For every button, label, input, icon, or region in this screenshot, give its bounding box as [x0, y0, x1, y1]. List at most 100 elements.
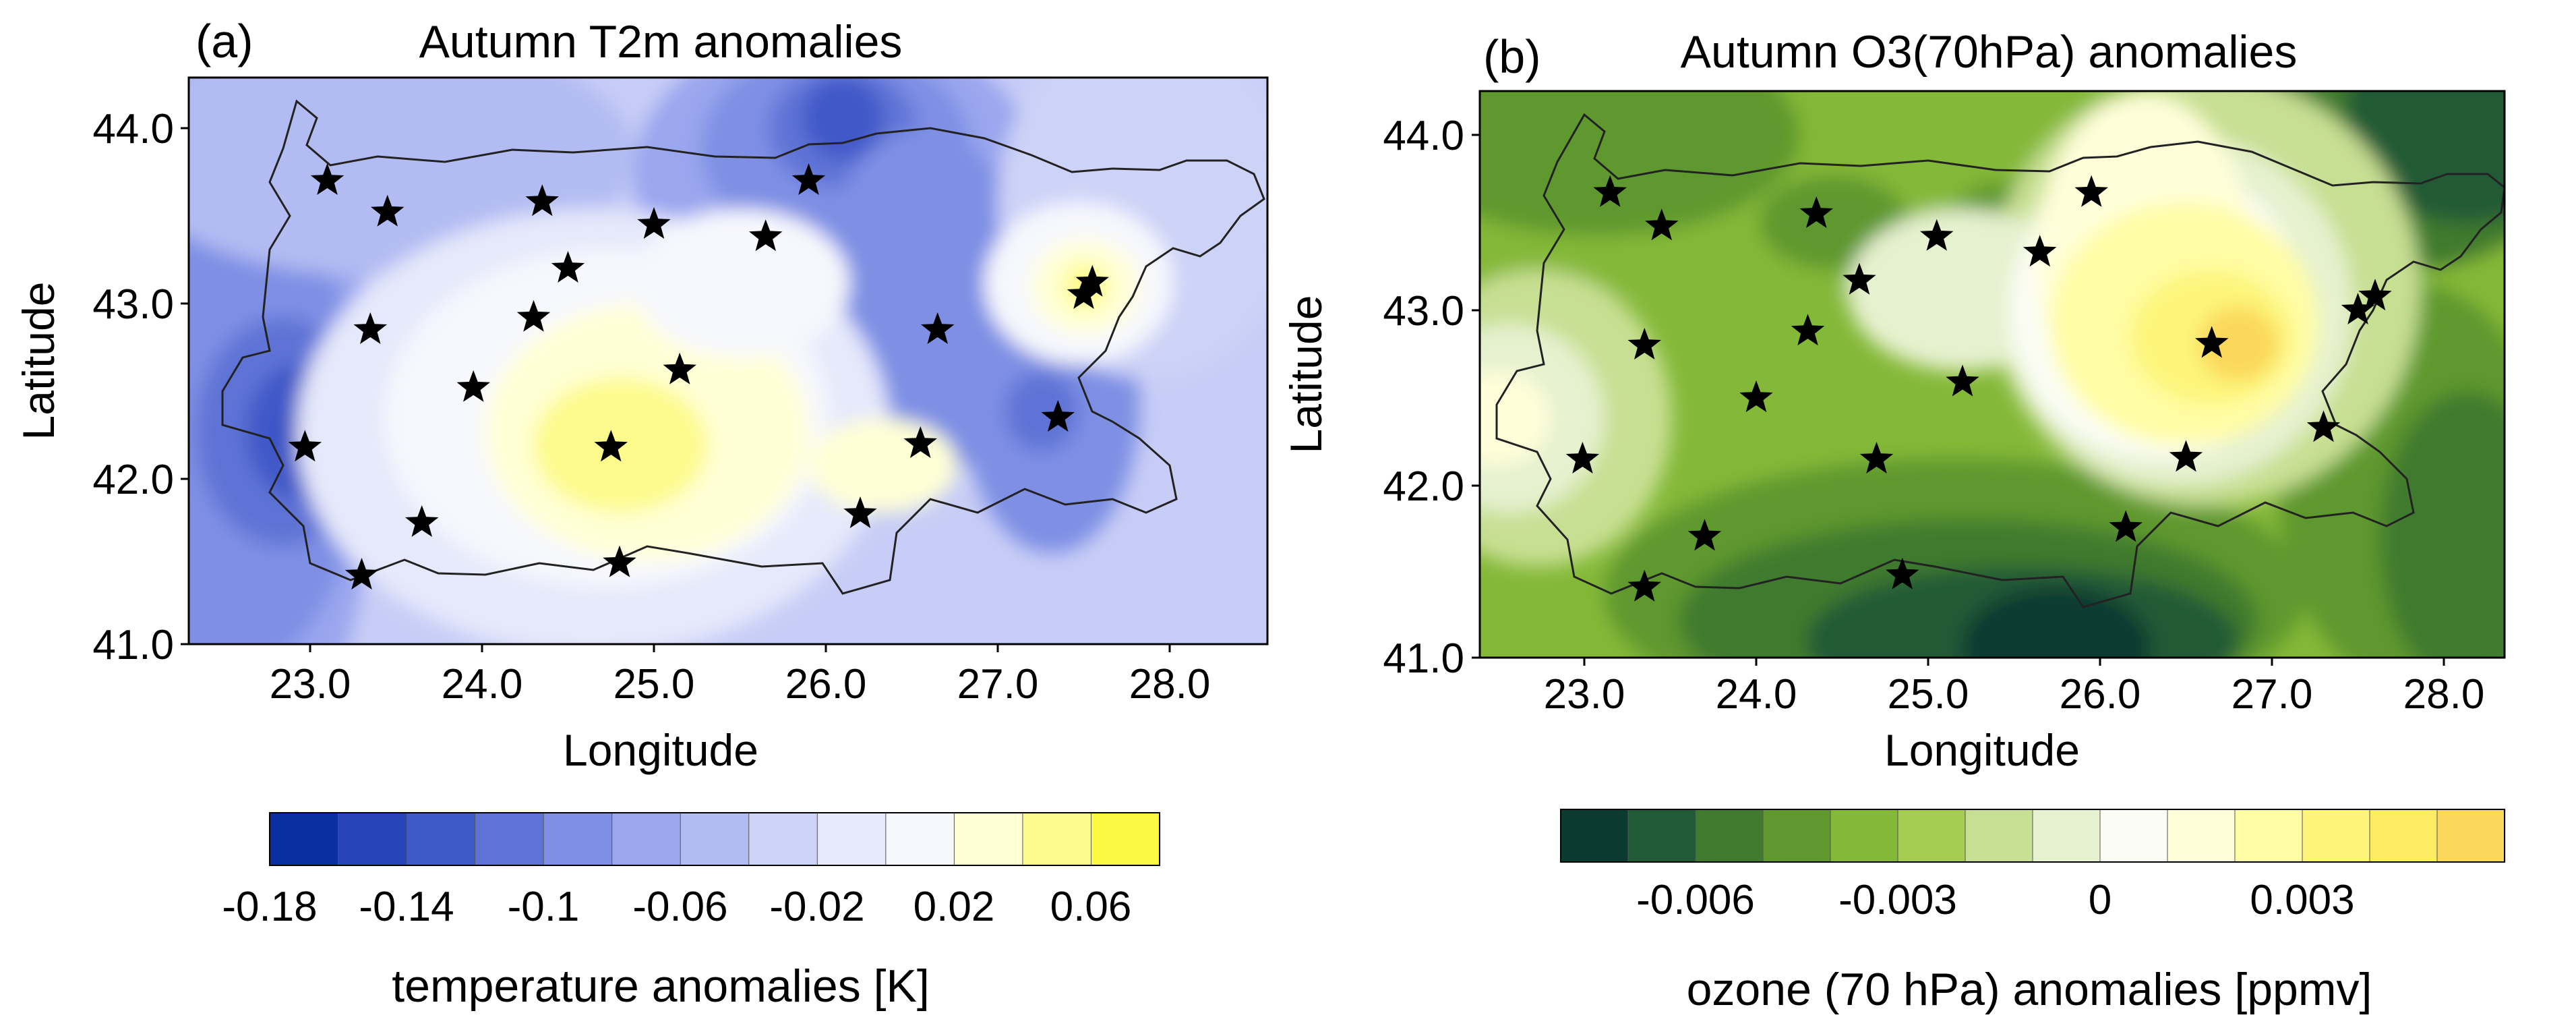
panel-a-title: Autumn T2m anomalies [419, 16, 903, 67]
y-axis-a: 44.0 43.0 42.0 41.0 Latitude [13, 106, 189, 668]
x-tick-28: 28.0 [1129, 661, 1211, 708]
station-star [1627, 569, 1661, 602]
station-star [345, 558, 379, 590]
colorbar-swatch [1762, 809, 1832, 863]
colorbar-swatch [953, 812, 1024, 866]
x-tick-28-b: 28.0 [2403, 671, 2485, 718]
station-star [1041, 400, 1075, 432]
station-star [1627, 328, 1661, 360]
colorbar-swatch [2302, 809, 2371, 863]
station-star [637, 207, 671, 239]
station-star [2023, 235, 2057, 267]
colorbar-b-tick-0: -0.006 [1636, 877, 1755, 923]
stations-a [288, 163, 1109, 590]
station-star [1920, 219, 1954, 251]
x-tick-25: 25.0 [613, 661, 695, 708]
station-star [663, 352, 696, 384]
colorbar-swatch [475, 812, 545, 866]
colorbar-swatch [1897, 809, 1967, 863]
colorbar-swatch [269, 812, 339, 866]
station-star [1791, 314, 1825, 346]
station-star [1859, 442, 1894, 473]
colorbar-swatch [1090, 812, 1161, 866]
station-star [2169, 440, 2203, 472]
colorbar-a-tick-5: 0.02 [913, 884, 995, 930]
panel-b-title: Autumn O3(70hPa) anomalies [1681, 26, 2298, 78]
y-tick-44-b: 44.0 [1383, 113, 1464, 159]
colorbar-b-ticks: -0.006 -0.003 0 0.003 [1636, 877, 2354, 923]
colorbar-swatch [2436, 809, 2506, 863]
y-tick-43: 43.0 [92, 281, 174, 328]
bulgaria-outline-b [1495, 113, 2506, 608]
station-star [551, 251, 585, 283]
colorbar-swatch [816, 812, 887, 866]
station-star [1645, 208, 1679, 241]
x-tick-23: 23.0 [270, 661, 351, 708]
station-star [2109, 510, 2143, 542]
station-star [594, 430, 628, 462]
panel-a-letter: (a) [196, 15, 253, 67]
station-star [456, 370, 490, 402]
colorbar-swatch [406, 812, 476, 866]
colorbar-swatch [748, 812, 818, 866]
station-star [1739, 380, 1773, 412]
station-star [1843, 262, 1876, 295]
y-tick-41-b: 41.0 [1383, 635, 1464, 682]
colorbar-b-tick-2: 0 [2089, 877, 2111, 923]
colorbar-b-title: ozone (70 hPa) anomalies [ppmv] [1687, 964, 2372, 1015]
station-star [2074, 175, 2108, 207]
station-star [749, 219, 783, 252]
colorbar-swatch [1560, 809, 1629, 863]
colorbar-swatch [2099, 809, 2169, 863]
station-star [2341, 293, 2375, 324]
station-star [310, 163, 345, 195]
x-axis-a: 23.0 24.0 25.0 26.0 27.0 28.0 Longitude [270, 644, 1211, 775]
y-tick-42-b: 42.0 [1383, 463, 1464, 510]
x-tick-27-b: 27.0 [2231, 671, 2313, 718]
station-star [2195, 326, 2229, 358]
x-axis-title-a: Longitude [563, 725, 758, 775]
station-star [1687, 519, 1722, 551]
station-star [903, 426, 937, 458]
station-star [1946, 364, 1979, 397]
station-star [1886, 557, 1919, 590]
colorbar-swatch [885, 812, 955, 866]
colorbar-a [269, 812, 1161, 866]
station-star [405, 505, 439, 537]
stations-b [1565, 175, 2392, 602]
panel-b: (b) Autumn O3(70hPa) anomalies [1281, 26, 2506, 1015]
station-star [516, 299, 551, 332]
station-star [791, 163, 826, 195]
colorbar-a-title: temperature anomalies [K] [392, 960, 930, 1012]
colorbar-swatch [2369, 809, 2438, 863]
colorbar-a-tick-6: 0.06 [1050, 884, 1132, 930]
panel-b-letter: (b) [1483, 30, 1541, 83]
station-star [2358, 279, 2392, 311]
station-star [353, 312, 387, 344]
station-star [288, 430, 322, 462]
y-axis-title-a: Latitude [13, 282, 63, 440]
colorbar-swatch [1022, 812, 1092, 866]
station-star [603, 545, 636, 577]
y-tick-44: 44.0 [92, 106, 174, 152]
station-star [1593, 175, 1627, 207]
y-axis-title-b: Latitude [1281, 295, 1331, 454]
colorbar-swatch [543, 812, 613, 866]
ozone-contour-field [1480, 91, 2505, 658]
station-star [2306, 410, 2341, 442]
x-tick-25-b: 25.0 [1888, 671, 1969, 718]
colorbar-a-tick-1: -0.14 [359, 884, 454, 930]
colorbar-b [1560, 809, 2506, 863]
colorbar-swatch [1695, 809, 1764, 863]
colorbar-a-ticks: -0.18 -0.14 -0.1 -0.06 -0.02 0.02 0.06 [222, 884, 1131, 930]
station-star [371, 194, 405, 227]
colorbar-a-tick-0: -0.18 [222, 884, 317, 930]
colorbar-b-tick-1: -0.003 [1838, 877, 1957, 923]
station-star [525, 184, 559, 217]
x-tick-26-b: 26.0 [2060, 671, 2141, 718]
x-axis-title-b: Longitude [1884, 725, 2080, 775]
colorbar-swatch [1830, 809, 1899, 863]
y-tick-41: 41.0 [92, 622, 174, 668]
colorbar-a-tick-4: -0.02 [769, 884, 864, 930]
colorbar-swatch [2167, 809, 2236, 863]
